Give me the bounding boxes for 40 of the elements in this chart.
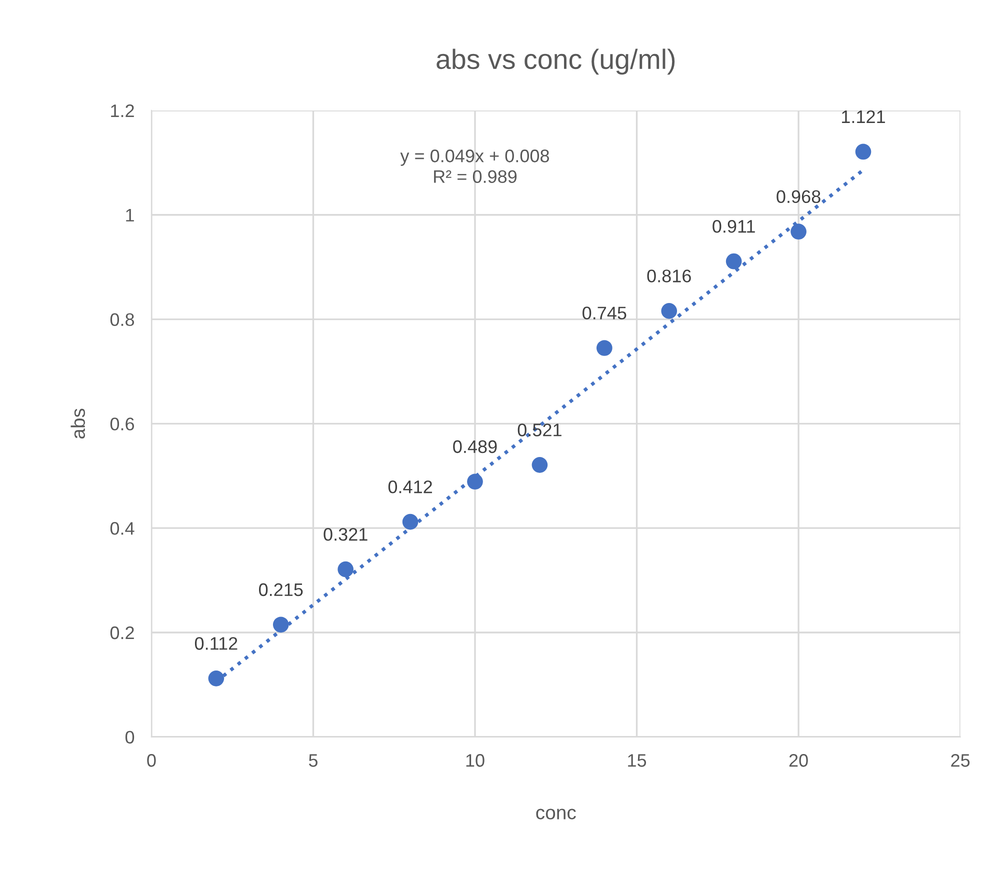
data-label: 0.112 xyxy=(194,637,238,650)
y-tick-label: 0.4 xyxy=(110,522,134,535)
data-label: 1.121 xyxy=(842,110,885,123)
x-tick-label: 15 xyxy=(628,754,646,767)
data-label: 0.745 xyxy=(582,306,626,320)
point xyxy=(402,514,418,530)
x-tick-label: 25 xyxy=(951,754,970,767)
point xyxy=(726,253,742,270)
annotation: R² = 0.989 xyxy=(434,170,517,183)
point xyxy=(532,457,548,473)
data-label: 0.968 xyxy=(776,190,820,204)
point xyxy=(661,303,678,319)
x-axis-title: conc xyxy=(536,808,576,820)
point xyxy=(855,144,872,160)
data-label: 0.816 xyxy=(647,270,691,282)
point xyxy=(596,340,612,356)
data-label: 0.489 xyxy=(453,440,497,454)
x-tick-label: 5 xyxy=(308,754,318,767)
data-label: 0.412 xyxy=(388,480,432,494)
x-tick-label: 20 xyxy=(789,754,808,767)
y-tick-label: 0.8 xyxy=(110,313,134,326)
y-axis-title: abs xyxy=(70,408,86,439)
point xyxy=(790,224,806,240)
annotation: y = 0.049x + 0.008 xyxy=(400,150,550,166)
x-tick-label: 10 xyxy=(466,754,484,767)
data-label: 0.321 xyxy=(324,528,368,541)
data-label: 0.215 xyxy=(259,583,303,596)
y-tick-label: 0 xyxy=(125,730,134,744)
data-label: 0.521 xyxy=(518,424,562,436)
y-tick-label: 1.2 xyxy=(111,104,134,118)
point xyxy=(467,474,483,490)
y-tick-label: 1 xyxy=(126,209,134,222)
point xyxy=(272,616,289,633)
x-tick-label: 0 xyxy=(147,754,156,767)
point xyxy=(208,670,224,686)
point xyxy=(338,561,354,578)
data-label: 0.911 xyxy=(712,220,755,233)
chart-title: abs vs conc (ug/ml) xyxy=(436,48,675,75)
y-tick-label: 0.2 xyxy=(110,626,134,640)
y-tick-label: 0.6 xyxy=(110,418,134,430)
